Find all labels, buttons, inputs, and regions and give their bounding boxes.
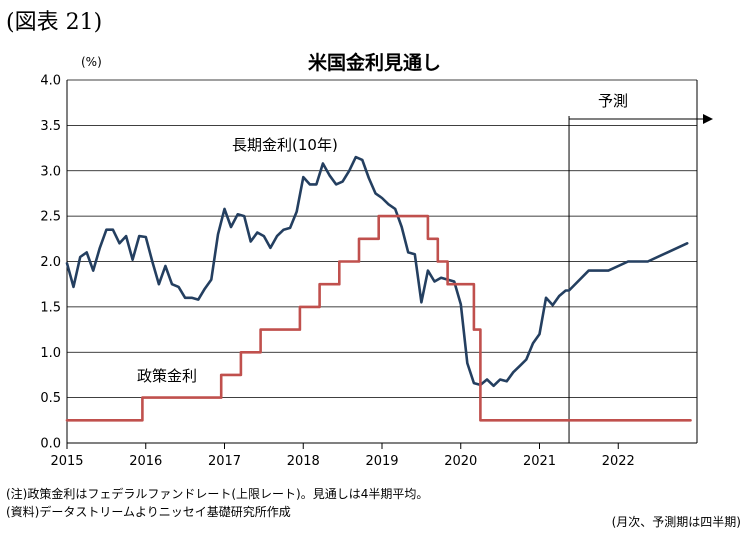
y-axis-unit-label: (%) bbox=[81, 55, 102, 69]
y-tick-label: 4.0 bbox=[40, 74, 61, 89]
x-tick-label: 2015 bbox=[50, 454, 83, 469]
series-line-long-term-rate bbox=[65, 155, 689, 388]
series-label: 長期金利(10年) bbox=[232, 136, 338, 154]
y-tick-label: 1.0 bbox=[40, 346, 61, 361]
y-tick-label: 0.0 bbox=[40, 437, 61, 452]
chart-title: 米国金利見通し bbox=[307, 52, 441, 74]
footnote-frequency: (月次、予測期は四半期) bbox=[611, 515, 741, 529]
y-tick-label: 3.5 bbox=[40, 119, 61, 134]
forecast-label: 予測 bbox=[598, 92, 628, 110]
figure-label: (図表 21) bbox=[6, 10, 103, 35]
y-tick-label: 1.5 bbox=[40, 300, 61, 315]
y-tick-label: 2.5 bbox=[40, 210, 61, 225]
x-tick-label: 2021 bbox=[523, 454, 556, 469]
footnote-note: (注)政策金利はフェデラルファンドレート(上限レート)。見通しは4半期平均。 bbox=[6, 487, 429, 501]
x-tick-label: 2018 bbox=[287, 454, 320, 469]
series-line-policy-rate bbox=[65, 214, 692, 422]
y-tick-label: 3.0 bbox=[40, 164, 61, 179]
footnote-source: (資料)データストリームよりニッセイ基礎研究所作成 bbox=[6, 505, 291, 519]
forecast-arrowhead bbox=[703, 114, 713, 124]
x-tick-label: 2019 bbox=[365, 454, 398, 469]
y-tick-label: 0.5 bbox=[40, 391, 61, 406]
x-tick-label: 2022 bbox=[602, 454, 635, 469]
x-tick-label: 2020 bbox=[444, 454, 477, 469]
series-label: 政策金利 bbox=[137, 367, 197, 385]
x-tick-label: 2016 bbox=[129, 454, 162, 469]
x-tick-label: 2017 bbox=[208, 454, 241, 469]
y-tick-label: 2.0 bbox=[40, 255, 61, 270]
